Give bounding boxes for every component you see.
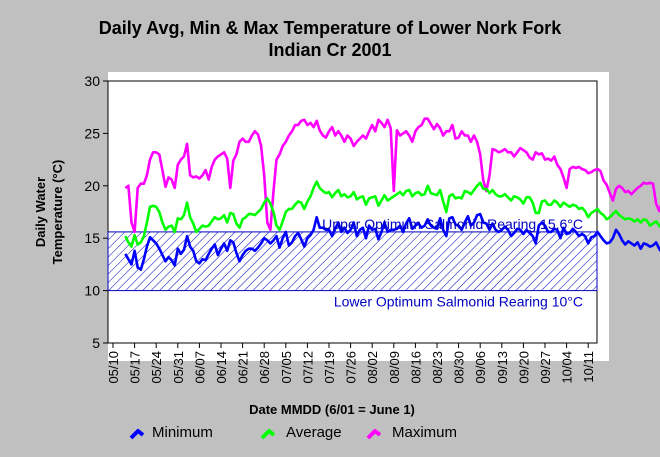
x-axis: 05/10 05/17 05/24 05/31 06/07 06/14 06/21 06/28… [106, 343, 596, 384]
legend-maximum-swatch [366, 429, 382, 440]
optimum-rearing-band [107, 231, 598, 292]
x-tick-label: 07/12 [300, 351, 315, 384]
x-axis-title: Date MMDD (6/01 = June 1) [249, 402, 415, 417]
upper-optimum-label: Upper Optimum Salmonid Rearing 15.6°C [322, 216, 583, 232]
x-tick-label: 10/04 [560, 351, 575, 384]
y-tick-label: 5 [92, 335, 100, 351]
x-tick-label: 06/14 [214, 351, 229, 384]
legend: Minimum Average Maximum [129, 424, 457, 441]
chart-subtitle: Indian Cr 2001 [268, 40, 391, 60]
legend-average-swatch [260, 429, 276, 440]
x-tick-label: 05/10 [106, 351, 121, 384]
y-axis: 5 10 15 20 25 30 [84, 73, 108, 351]
y-axis-title-line2: Temperature (°C) [50, 160, 65, 265]
x-tick-label: 05/17 [128, 351, 143, 384]
series-line-maximum [124, 117, 660, 234]
x-tick-label: 08/30 [452, 351, 467, 384]
legend-minimum-swatch [129, 429, 145, 440]
y-tick-label: 20 [84, 178, 100, 194]
y-tick-label: 30 [84, 73, 100, 89]
x-tick-label: 07/19 [322, 351, 337, 384]
x-tick-label: 08/02 [365, 351, 380, 384]
x-tick-label: 07/26 [344, 351, 359, 384]
legend-minimum-label: Minimum [152, 424, 213, 441]
x-tick-label: 09/20 [516, 351, 531, 384]
series-line-minimum [124, 212, 660, 271]
y-axis-title-line1: Daily Water [33, 177, 48, 247]
legend-maximum-label: Maximum [392, 424, 457, 441]
x-tick-label: 09/13 [495, 351, 510, 384]
y-tick-label: 25 [84, 125, 100, 141]
x-tick-label: 08/09 [387, 351, 402, 384]
series-lines [124, 117, 660, 271]
x-tick-label: 06/07 [192, 351, 207, 384]
x-tick-label: 08/16 [408, 351, 423, 384]
y-tick-label: 15 [84, 230, 100, 246]
x-tick-label: 06/28 [257, 351, 272, 384]
legend-average-label: Average [286, 424, 342, 441]
x-tick-label: 05/24 [149, 351, 164, 384]
x-tick-label: 09/06 [473, 351, 488, 384]
x-tick-label: 06/21 [236, 351, 251, 384]
x-tick-label: 05/31 [171, 351, 186, 384]
x-tick-label: 09/27 [538, 351, 553, 384]
x-tick-label: 07/05 [279, 351, 294, 384]
lower-optimum-label: Lower Optimum Salmonid Rearing 10°C [334, 294, 583, 310]
series-line-average [124, 180, 660, 248]
chart-title: Daily Avg, Min & Max Temperature of Lowe… [99, 18, 562, 38]
x-tick-label: 10/11 [581, 351, 596, 383]
y-tick-label: 10 [84, 283, 100, 299]
x-tick-label: 08/23 [430, 351, 445, 384]
